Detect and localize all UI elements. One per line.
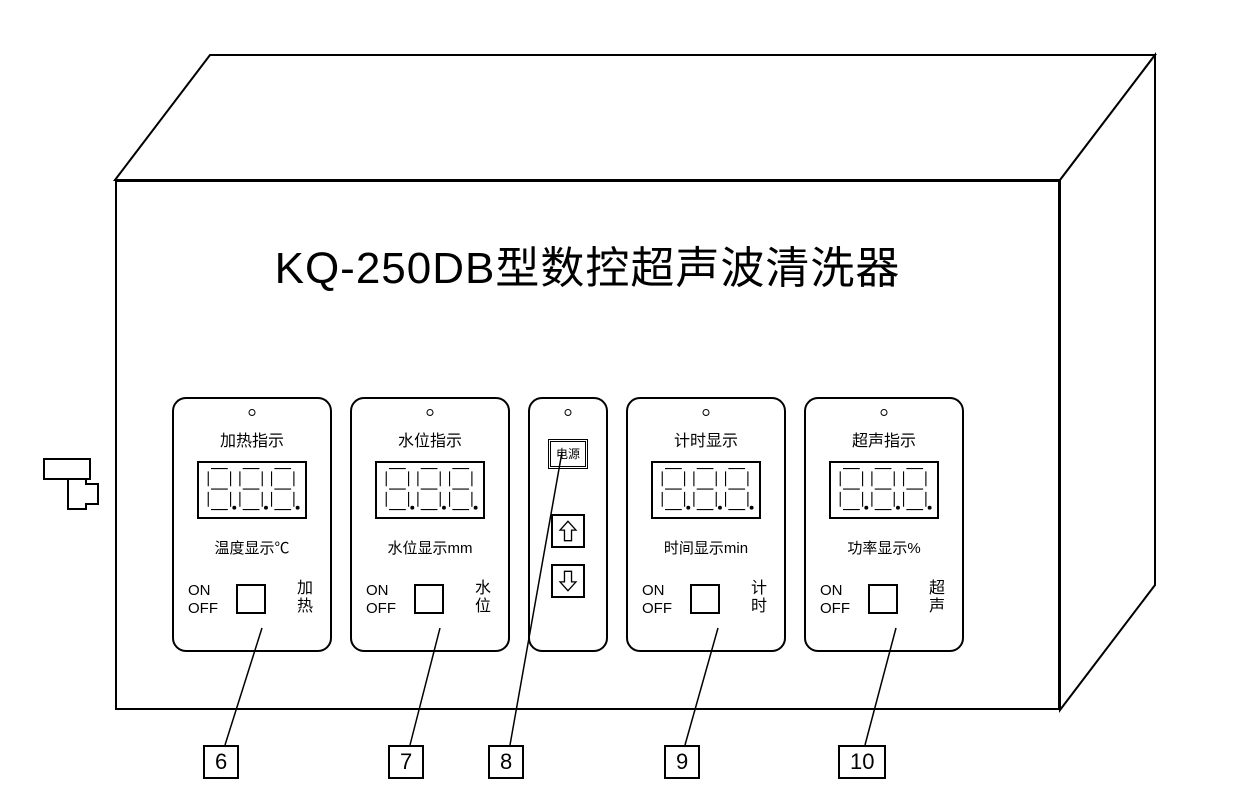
control-panels-row: 加热指示 xyxy=(172,397,964,652)
ultra-seg-display xyxy=(829,461,939,519)
power-button[interactable]: 电源 xyxy=(548,439,588,469)
seg-digits xyxy=(831,463,937,517)
water-seg-display xyxy=(375,461,485,519)
device-container: KQ-250DB型数控超声波清洗器 加热指示 xyxy=(90,50,1170,750)
timer-switch-row: ONOFF 计时 xyxy=(628,580,784,630)
handle-bar xyxy=(43,458,91,480)
ultra-switch-row: ONOFF 超声 xyxy=(806,580,962,630)
onoff-label: ONOFF xyxy=(188,582,218,618)
heat-indicator-label: 加热指示 xyxy=(174,427,330,451)
handle-bracket xyxy=(85,483,99,505)
onoff-label: ONOFF xyxy=(366,582,396,618)
ultra-display-label: 功率显示% xyxy=(806,537,962,558)
callout-6: 6 xyxy=(203,745,239,779)
panel-center: 电源 xyxy=(528,397,608,652)
led-indicator xyxy=(881,409,888,416)
panel-water: 水位指示 水位显示mm ONOFF xyxy=(350,397,510,652)
arrow-down-icon xyxy=(553,566,583,596)
handle-stem xyxy=(67,478,87,510)
callout-10: 10 xyxy=(838,745,886,779)
callout-8: 8 xyxy=(488,745,524,779)
water-indicator-label: 水位指示 xyxy=(352,427,508,451)
timer-seg-display xyxy=(651,461,761,519)
seg-digits xyxy=(377,463,483,517)
device-title: KQ-250DB型数控超声波清洗器 xyxy=(117,232,1058,296)
arrow-down-button[interactable] xyxy=(551,564,585,598)
panel-timer: 计时显示 时间显示min ONOF xyxy=(626,397,786,652)
arrow-up-icon xyxy=(553,516,583,546)
ultra-switch[interactable] xyxy=(868,584,898,614)
heat-switch[interactable] xyxy=(236,584,266,614)
arrow-up-button[interactable] xyxy=(551,514,585,548)
led-indicator xyxy=(427,409,434,416)
seg-digits xyxy=(199,463,305,517)
heat-seg-display xyxy=(197,461,307,519)
timer-switch[interactable] xyxy=(690,584,720,614)
panel-heat: 加热指示 xyxy=(172,397,332,652)
timer-side-label: 计时 xyxy=(750,580,768,616)
onoff-label: ONOFF xyxy=(642,582,672,618)
timer-indicator-label: 计时显示 xyxy=(628,427,784,451)
callout-9: 9 xyxy=(664,745,700,779)
seg-digits xyxy=(653,463,759,517)
water-display-label: 水位显示mm xyxy=(352,537,508,558)
timer-display-label: 时间显示min xyxy=(628,537,784,558)
callout-7: 7 xyxy=(388,745,424,779)
led-indicator xyxy=(565,409,572,416)
water-switch[interactable] xyxy=(414,584,444,614)
heat-switch-row: ONOFF 加热 xyxy=(174,580,330,630)
front-panel: KQ-250DB型数控超声波清洗器 加热指示 xyxy=(115,180,1060,710)
onoff-label: ONOFF xyxy=(820,582,850,618)
heat-side-label: 加热 xyxy=(296,580,314,616)
water-side-label: 水位 xyxy=(474,580,492,616)
water-switch-row: ONOFF 水位 xyxy=(352,580,508,630)
led-indicator xyxy=(249,409,256,416)
heat-display-label: 温度显示℃ xyxy=(174,537,330,558)
ultra-side-label: 超声 xyxy=(928,580,946,616)
led-indicator xyxy=(703,409,710,416)
ultra-indicator-label: 超声指示 xyxy=(806,427,962,451)
panel-ultrasonic: 超声指示 功率显示% ONOFF xyxy=(804,397,964,652)
